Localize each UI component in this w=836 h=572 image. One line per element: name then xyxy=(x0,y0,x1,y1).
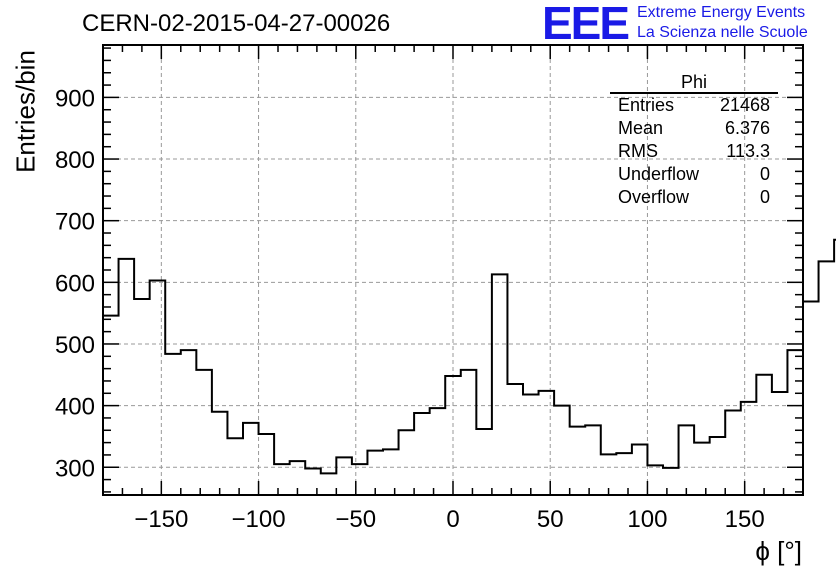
eee-logo: EEE xyxy=(542,0,630,49)
stats-row: RMS 113.3 xyxy=(610,140,778,163)
x-tick-label: 50 xyxy=(537,506,564,533)
y-tick-label: 700 xyxy=(55,209,95,236)
y-tick-label: 600 xyxy=(55,270,95,297)
stats-box: Phi Entries 21468 Mean 6.376 RMS 113.3 U… xyxy=(610,72,778,209)
stats-row: Underflow 0 xyxy=(610,163,778,186)
stats-label: Underflow xyxy=(618,164,700,184)
stats-box-title: Phi xyxy=(610,72,778,94)
plot-frame xyxy=(102,44,804,496)
y-axis-label: Entries/bin xyxy=(10,50,41,173)
x-tick-label: −50 xyxy=(335,506,376,533)
eee-logo-line1: Extreme Energy Events xyxy=(637,4,806,21)
eee-logo-text: Extreme Energy Events La Scienza nelle S… xyxy=(637,3,808,43)
axis-ticks xyxy=(102,45,804,495)
x-tick-label: 100 xyxy=(627,506,667,533)
stats-label: Mean xyxy=(618,118,664,138)
stats-row: Entries 21468 xyxy=(610,94,778,117)
stats-value: 0 xyxy=(759,164,770,184)
y-tick-label: 800 xyxy=(55,147,95,174)
x-tick-label: −150 xyxy=(134,506,188,533)
y-tick-label: 500 xyxy=(55,332,95,359)
chart-title: CERN-02-2015-04-27-00026 xyxy=(82,10,391,37)
stats-row: Mean 6.376 xyxy=(610,117,778,140)
x-tick-label: 150 xyxy=(725,506,765,533)
stats-value: 21468 xyxy=(719,95,770,115)
stats-row: Overflow 0 xyxy=(610,186,778,209)
x-axis-label: ϕ [°] xyxy=(755,536,802,566)
x-tick-label: −100 xyxy=(232,506,286,533)
stats-value: 6.376 xyxy=(724,118,770,138)
stats-label: Entries xyxy=(618,95,675,115)
stats-label: RMS xyxy=(618,141,658,161)
grid-lines xyxy=(103,45,803,495)
tick-labels: −150 −100 −50 0 50 100 150 300 400 500 600 700 800 90… xyxy=(55,85,765,533)
stats-value: 0 xyxy=(759,187,770,207)
stats-value: 113.3 xyxy=(726,141,770,161)
x-tick-label: 0 xyxy=(446,506,459,533)
eee-logo-line2: La Scienza nelle Scuole xyxy=(637,24,808,41)
y-tick-label: 300 xyxy=(55,455,95,482)
histogram-line xyxy=(103,238,836,475)
y-tick-label: 900 xyxy=(55,85,95,112)
y-tick-label: 400 xyxy=(55,394,95,421)
stats-label: Overflow xyxy=(618,187,690,207)
